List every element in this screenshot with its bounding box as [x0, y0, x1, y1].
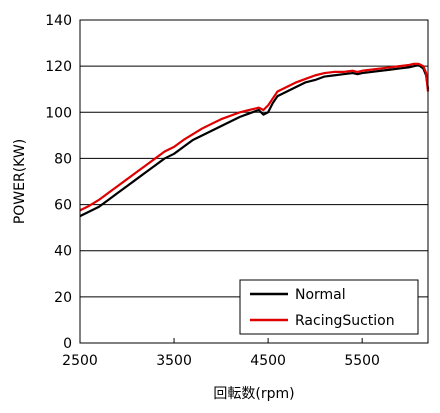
y-tick-label: 20: [54, 290, 72, 306]
plot-frame: [79, 19, 429, 344]
x-tick-label: 3500: [156, 353, 192, 369]
legend-label-racingsuction: RacingSuction: [295, 313, 395, 329]
y-axis-title: POWER(KW): [12, 139, 28, 224]
legend-box: [239, 279, 419, 335]
y-tick-label: 120: [45, 59, 72, 75]
legend: Normal RacingSuction: [239, 279, 419, 335]
tick-layer: 0 20 40 60 80 100 120 140 2500 3500 4500 5500: [45, 13, 380, 369]
series-line-normal: [79, 63, 430, 218]
x-tick-label: 4500: [250, 353, 286, 369]
y-tick-label: 60: [54, 198, 72, 214]
x-axis-title: 回転数(rpm): [213, 386, 294, 402]
x-tick-label: 5500: [344, 353, 380, 369]
y-tick-label: 100: [45, 105, 72, 121]
y-tick-label: 80: [54, 151, 72, 167]
series-line-racingsuction: [79, 62, 430, 212]
series-layer: [79, 62, 430, 218]
y-tick-label: 40: [54, 244, 72, 260]
y-tick-label: 140: [45, 13, 72, 29]
x-tick-label: 2500: [62, 353, 98, 369]
y-tick-label: 0: [63, 336, 72, 352]
legend-label-normal: Normal: [295, 287, 346, 303]
